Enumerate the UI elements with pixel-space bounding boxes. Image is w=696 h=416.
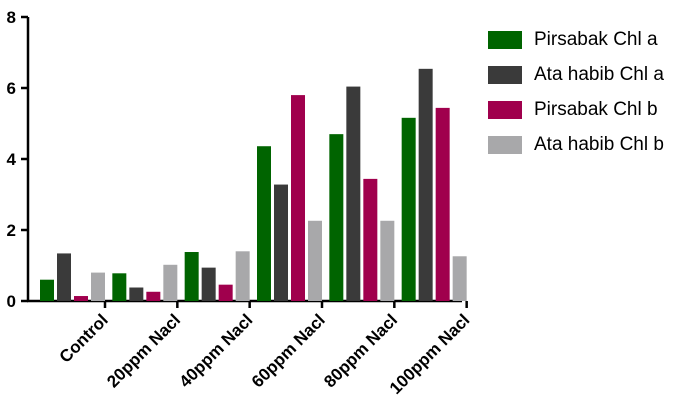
- y-tick-label: 6: [7, 79, 16, 98]
- y-tick-label: 8: [7, 8, 16, 27]
- legend-label: Pirsabak Chl b: [534, 98, 658, 120]
- legend-swatch: [488, 65, 522, 84]
- bar: [363, 178, 378, 301]
- bar: [112, 273, 127, 301]
- bar: [163, 264, 178, 301]
- bar: [380, 220, 395, 301]
- bar: [257, 146, 271, 301]
- bar: [184, 252, 199, 301]
- legend: Pirsabak Chl a Ata habib Chl a Pirsabak …: [488, 22, 664, 162]
- bar: [274, 184, 288, 301]
- bar: [329, 134, 344, 301]
- bar: [129, 287, 144, 301]
- x-tick-label: 40ppm Nacl: [176, 310, 257, 391]
- bar: [218, 284, 233, 301]
- legend-item: Pirsabak Chl b: [488, 92, 664, 127]
- bar: [452, 256, 467, 301]
- legend-swatch: [488, 30, 522, 49]
- x-tick-label: 80ppm Nacl: [320, 310, 401, 391]
- y-tick-label: 0: [7, 292, 16, 311]
- legend-label: Ata habib Chl a: [534, 63, 664, 85]
- bar: [40, 279, 54, 301]
- bar: [401, 117, 416, 301]
- x-tick-label: 20ppm Nacl: [103, 310, 184, 391]
- legend-item: Ata habib Chl b: [488, 127, 664, 162]
- bar: [435, 107, 450, 301]
- bar: [74, 296, 88, 301]
- legend-label: Ata habib Chl b: [534, 133, 664, 155]
- legend-label: Pirsabak Chl a: [534, 28, 658, 50]
- bar: [235, 251, 250, 301]
- y-tick-label: 2: [7, 221, 16, 240]
- y-tick-label: 4: [7, 150, 17, 169]
- legend-swatch: [488, 100, 522, 119]
- bars: [40, 68, 467, 301]
- bar: [346, 86, 361, 301]
- legend-swatch: [488, 135, 522, 154]
- x-tick-label: 60ppm Nacl: [248, 310, 329, 391]
- bar: [308, 220, 322, 301]
- legend-item: Ata habib Chl a: [488, 57, 664, 92]
- bar: [91, 272, 105, 301]
- x-tick-label: Control: [56, 310, 112, 366]
- bar: [146, 291, 161, 301]
- bar: [418, 68, 433, 301]
- bar: [57, 253, 71, 301]
- bar: [201, 267, 216, 301]
- bar: [291, 95, 305, 301]
- legend-item: Pirsabak Chl a: [488, 22, 664, 57]
